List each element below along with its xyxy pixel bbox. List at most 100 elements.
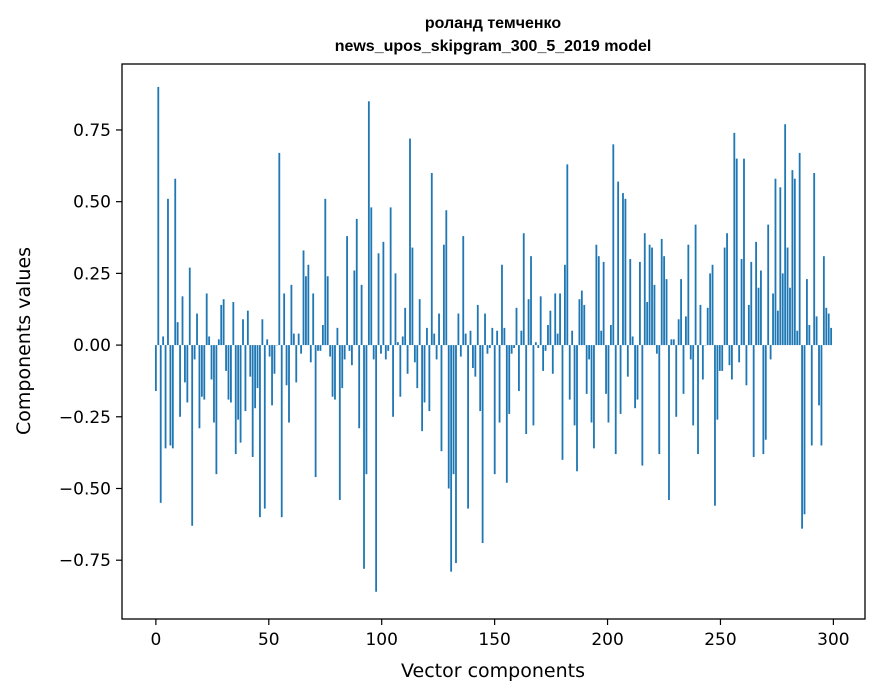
bar	[738, 345, 741, 363]
bar	[464, 333, 467, 346]
bar	[510, 345, 513, 354]
bar	[188, 267, 191, 346]
bar	[672, 339, 675, 346]
bar	[825, 307, 828, 346]
bar	[501, 264, 503, 346]
bar	[539, 296, 542, 346]
bar	[346, 236, 348, 346]
x-tick-label: 0	[150, 630, 161, 650]
bar	[387, 345, 390, 351]
bar	[411, 247, 414, 346]
bar	[682, 345, 685, 394]
bar	[208, 336, 211, 346]
bar	[392, 345, 394, 417]
bar	[808, 325, 811, 346]
bar	[416, 345, 419, 389]
bar	[701, 345, 704, 380]
bar	[334, 345, 336, 400]
bar	[380, 345, 382, 354]
bar	[537, 345, 540, 348]
bar	[735, 158, 738, 346]
bar	[505, 345, 508, 483]
bar	[634, 345, 636, 409]
bar	[469, 330, 472, 346]
chart-title: роланд темченко	[425, 15, 561, 32]
bar	[663, 256, 666, 346]
bar	[341, 345, 344, 389]
bar	[171, 345, 174, 449]
bar	[762, 345, 765, 455]
bar	[692, 345, 695, 426]
bar	[305, 276, 307, 346]
bar	[793, 178, 796, 346]
bar	[234, 345, 237, 455]
bar	[580, 290, 583, 346]
bar	[680, 279, 682, 346]
bar	[694, 224, 697, 346]
bar	[527, 299, 530, 346]
bar	[399, 345, 402, 397]
bar	[307, 264, 310, 346]
bar	[230, 345, 232, 403]
bar	[479, 345, 482, 412]
bar	[438, 313, 440, 346]
bar	[593, 345, 595, 449]
bar	[755, 241, 757, 346]
bar	[324, 198, 327, 346]
bar	[179, 345, 181, 417]
bar	[254, 345, 257, 409]
bar	[605, 345, 607, 394]
bar	[365, 345, 368, 475]
bar	[384, 345, 387, 360]
bar	[184, 345, 186, 383]
bar	[658, 345, 661, 455]
bar	[181, 296, 184, 346]
bar	[830, 327, 833, 346]
bar	[530, 256, 532, 346]
bar	[476, 304, 479, 346]
bar	[338, 345, 341, 500]
bar	[280, 345, 283, 518]
bar	[796, 330, 799, 346]
y-tick-label: −0.25	[59, 408, 111, 428]
x-tick-label: 150	[478, 630, 510, 650]
bar	[697, 345, 699, 455]
bar	[626, 345, 629, 377]
bar	[314, 345, 317, 478]
bar	[225, 345, 227, 371]
bar	[222, 299, 225, 346]
bar	[651, 247, 653, 346]
bar	[518, 345, 520, 391]
bar	[372, 345, 375, 360]
bar	[232, 302, 235, 346]
bar	[772, 293, 774, 346]
bar	[781, 273, 784, 346]
bar	[300, 345, 302, 354]
bar	[597, 256, 600, 346]
bar	[576, 345, 578, 472]
bar	[563, 264, 566, 346]
bar	[709, 273, 712, 346]
bar	[418, 299, 421, 346]
bar	[205, 293, 208, 346]
bar	[154, 345, 157, 391]
bar	[699, 304, 702, 346]
bar	[612, 144, 615, 346]
bar	[752, 345, 755, 457]
bar	[789, 287, 791, 346]
bar	[641, 345, 644, 466]
bar	[329, 345, 332, 357]
bar	[484, 313, 486, 346]
bar	[779, 187, 782, 346]
bar	[583, 304, 586, 346]
bar	[406, 345, 409, 374]
bar	[423, 345, 426, 403]
bar	[573, 345, 576, 426]
bar	[559, 293, 561, 346]
bar	[462, 236, 465, 346]
bar	[774, 178, 777, 346]
bar	[721, 345, 724, 371]
x-axis-label: Vector components	[401, 660, 585, 682]
bar	[488, 345, 491, 348]
